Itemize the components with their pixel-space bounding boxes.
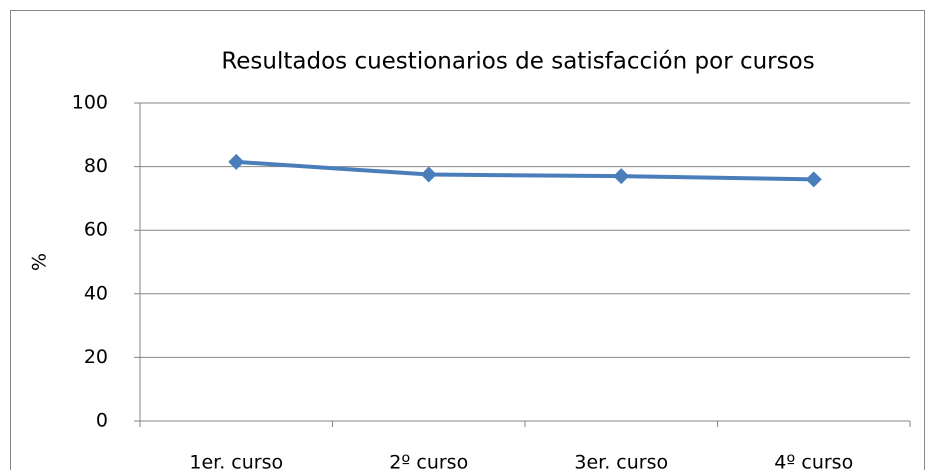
chart-title: Resultados cuestionarios de satisfacción… [221, 49, 814, 75]
x-tick-label: 3er. curso [574, 452, 668, 470]
y-tick-label: 0 [96, 410, 108, 432]
x-tick-label: 4º curso [774, 452, 853, 470]
y-axis-label: % [29, 253, 51, 271]
y-tick-label: 100 [72, 92, 108, 114]
line [236, 159, 814, 182]
chart-border [10, 10, 925, 470]
y-tick-label: 60 [84, 219, 108, 241]
y-tick-label: 80 [84, 155, 108, 177]
x-tick-label: 1er. curso [189, 452, 283, 470]
marker [805, 171, 822, 188]
marker [613, 168, 630, 185]
marker [228, 153, 245, 170]
marker [420, 166, 437, 183]
y-tick-label: 20 [84, 346, 108, 368]
y-tick-label: 40 [84, 282, 108, 304]
x-tick-label: 2º curso [389, 452, 468, 470]
